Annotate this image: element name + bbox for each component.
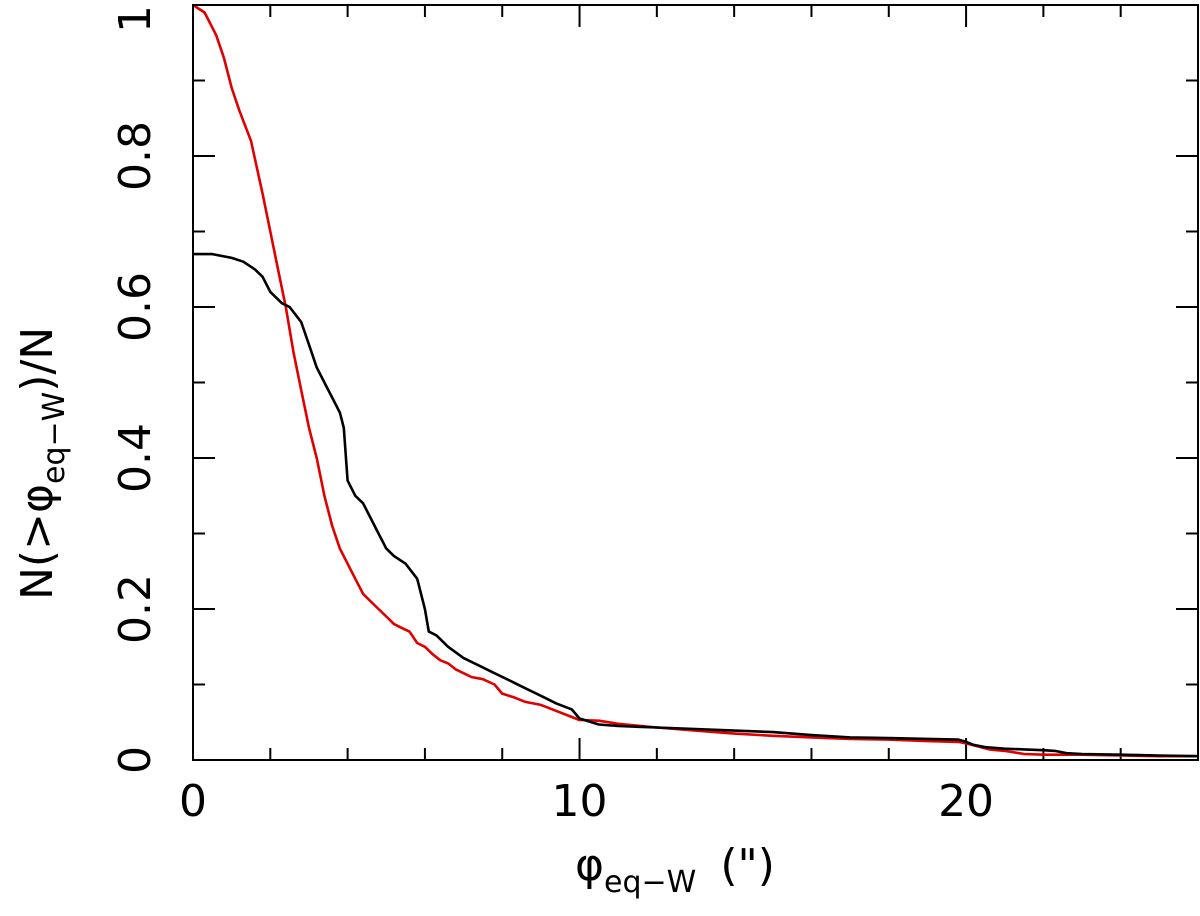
- y-tick-label: 0.4: [110, 423, 161, 493]
- series-line-1: [192, 3, 1198, 758]
- series-lines: [192, 3, 1199, 758]
- y-tick-label: 1: [110, 5, 161, 33]
- x-tick-label: 0: [179, 776, 207, 827]
- major-ticks: [192, 4, 1198, 761]
- x-axis-symbol: φ: [575, 840, 604, 891]
- x-tick-label: 20: [938, 776, 994, 827]
- y-tick-labels: 0 0.2 0.4 0.6 0.8 1: [110, 5, 161, 774]
- x-tick-label: 10: [552, 776, 608, 827]
- y-axis-subscript: eq−W: [37, 392, 72, 484]
- x-axis-unit: ("): [720, 840, 775, 891]
- y-tick-label: 0.8: [110, 121, 161, 191]
- x-tick-labels: 0 10 20: [179, 776, 994, 827]
- y-axis-title: N(>φeq−W)/N: [12, 327, 72, 600]
- y-axis-symbol: φ: [12, 484, 63, 513]
- y-tick-label: 0: [110, 746, 161, 774]
- series-line-2: [193, 252, 1199, 758]
- x-axis-subscript: eq−W: [604, 865, 696, 900]
- y-tick-label: 0.2: [110, 574, 161, 644]
- y-axis-prefix: N(>: [12, 513, 63, 600]
- x-axis-title: φeq−W ("): [575, 840, 775, 900]
- plot-frame: [192, 4, 1199, 761]
- y-tick-label: 0.6: [110, 272, 161, 342]
- y-axis-suffix: )/N: [12, 327, 63, 392]
- minor-ticks: [193, 5, 1199, 760]
